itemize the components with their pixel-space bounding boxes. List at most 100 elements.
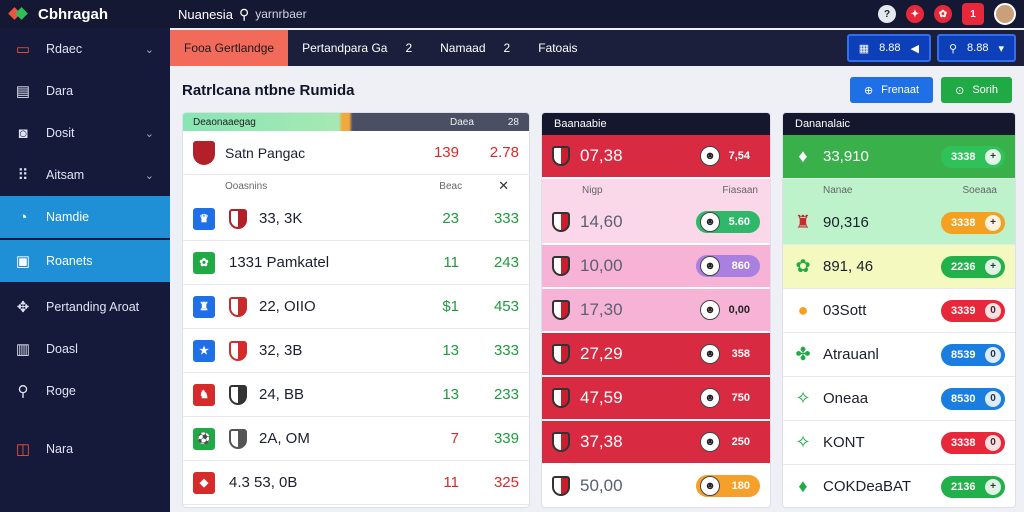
market-pill[interactable]: 8530 0 [941,387,1005,410]
table-row[interactable]: ♜ 22, OIIO $1 453 [183,285,529,329]
toolbar-button-0[interactable]: ▦ 8.88 ◀ [846,34,931,62]
odds-row[interactable]: 10,00 860 ☻ [542,245,770,289]
odds-pill[interactable]: 358 ☻ [696,343,760,365]
sidebar-item[interactable]: ⠿ Aitsam ⌄ [0,154,170,196]
page-title: Ratrlcana ntbne Rumida [182,81,355,99]
odds-pill[interactable]: 0,00 ☻ [696,299,760,321]
market-pill-action: 0 [985,346,1001,363]
toolbar-button-1[interactable]: ⚲ 8.88 ▾ [936,34,1016,62]
sidebar-item[interactable]: ▣ Roanets [0,240,170,282]
alert-icon[interactable]: ✦ [906,5,924,23]
market-pill-action: 0 [985,434,1001,451]
sidebar-item[interactable]: ▭ Rdaec ⌄ [0,28,170,70]
odds-pill[interactable]: 180 ☻ [696,475,760,497]
odds-pill[interactable]: 750 ☻ [696,387,760,409]
market-pill[interactable]: 3339 0 [941,299,1005,322]
help-icon[interactable]: ? [878,5,896,23]
sidebar-item[interactable]: ◫ Nara [0,428,170,470]
market-pill-label: 2236 [951,260,976,273]
market-row[interactable]: ✿ 891, 46 2236 + [783,245,1015,289]
market-pill[interactable]: 3338 + [941,211,1005,234]
market-pill-label: 3339 [951,304,976,317]
market-pill[interactable]: 8539 0 [941,343,1005,366]
sidebar-item-label: Doasl [46,342,78,356]
featured-row[interactable]: Satn Pangac 139 2.78 [183,131,529,175]
odds-row[interactable]: 47,59 750 ☻ [542,377,770,421]
sidebar-item[interactable]: ▤ Dara [0,70,170,112]
market-row[interactable]: ✤ Atrauanl 8539 0 [783,333,1015,377]
market-icon: ♦ [798,476,808,496]
tab-0[interactable]: Fooa Gertlandge [170,30,289,66]
market-row[interactable]: ✧ Oneaa 8530 0 [783,377,1015,421]
header-button-1[interactable]: ⊙ Sorih [941,77,1012,103]
sidebar-item[interactable]: ◔ Namdie [0,196,170,238]
table-row[interactable]: ✿ 1331 Pamkatel 11 243 [183,241,529,285]
market-label: Oneaa [823,390,869,407]
player-avatar-icon: ☻ [700,476,720,496]
market-pill[interactable]: 2136 + [941,475,1005,498]
sidebar-item[interactable]: ✥ Pertanding Aroat [0,286,170,328]
avatar[interactable] [994,3,1016,25]
market-row[interactable]: ♦ COKDeaBAT 2136 + [783,465,1015,507]
odds-pill[interactable]: 250 ☻ [696,431,760,453]
club-crest-icon [229,296,247,317]
market-row[interactable]: ✧ KONT 3338 0 [783,421,1015,465]
monitor-icon: ▭ [15,41,31,58]
odds-row[interactable]: 07,38 7,54 ☻ [542,135,770,179]
odds-pill-label: 180 [731,480,750,492]
tab-count: 2 [405,41,413,55]
odds-pill[interactable]: 860 ☻ [696,255,760,277]
odds-row[interactable]: 17,30 0,00 ☻ [542,289,770,333]
tab-1[interactable]: Pertandpara Ga 2 [288,30,426,66]
club-crest-icon [229,208,247,229]
puzzle-icon: ✥ [16,299,30,316]
standings-col-2: 28 [507,116,519,128]
close-icon[interactable]: ✕ [498,178,509,193]
odds-row[interactable]: 50,00 180 ☻ [542,465,770,507]
team-icon: ♜ [193,295,215,318]
odds-pill[interactable]: 7,54 ☻ [696,145,760,167]
sidebar-item[interactable]: ⚲ Roge [0,370,170,412]
sidebar-item-label: Roge [46,384,76,398]
table-row[interactable]: ◆ 4.3 53, 0B 11 325 [183,461,529,505]
market-icon: ✧ [795,388,811,408]
market-row[interactable]: ♜ 90,316 3338 + [783,201,1015,245]
market-pill[interactable]: 2236 + [941,255,1005,278]
odds-value: 17,30 [580,300,623,319]
sidebar-item-label: Namdie [46,210,90,224]
notification-icon[interactable]: 1 [962,3,984,25]
odds-row[interactable]: 27,29 358 ☻ [542,333,770,377]
sidebar-item[interactable]: ◙ Dosit ⌄ [0,112,170,154]
table-row[interactable]: ⚽ 2A, OM 7 339 [183,417,529,461]
market-row[interactable]: ♦ 33,910 3338 + [783,135,1015,179]
player-avatar-icon: ☻ [700,146,720,166]
toolbar-button-trail: ◀ [910,42,919,55]
market-row[interactable]: ● 03Sott 3339 0 [783,289,1015,333]
odds-row[interactable]: 37,38 250 ☻ [542,421,770,465]
odds-row[interactable]: 14,60 5.60 ☻ [542,201,770,245]
market-pill[interactable]: 3338 0 [941,431,1005,454]
search-area[interactable]: Nuanesia ⚲ yarnrbaer [178,6,307,23]
tab-3[interactable]: Fatoais [524,30,591,66]
market-pill-action: 0 [985,302,1001,319]
odds-pill[interactable]: 5.60 ☻ [696,211,760,233]
table-row[interactable]: ♛ 33, 3K 23 333 [183,197,529,241]
sidebar-item[interactable]: ▥ Doasl [0,328,170,370]
tab-2[interactable]: Namaad 2 [426,30,524,66]
search-label: Nuanesia [178,6,233,22]
table-row[interactable]: ★ 32, 3B 13 333 [183,329,529,373]
market-pill[interactable]: 3338 + [941,145,1005,168]
brand[interactable]: Cbhragah [0,6,170,23]
market-pill-action: 0 [985,390,1001,407]
settings-icon[interactable]: ✿ [934,5,952,23]
sidebar-item-label: Rdaec [46,42,83,56]
stat-value-2: 233 [493,386,519,403]
odds-value: 14,60 [580,212,623,231]
header-button-0[interactable]: ⊕ Frenaat [849,77,934,103]
club-crest-icon [552,256,570,276]
market-pill-action: + [985,148,1001,165]
table-row[interactable]: ♞ 24, BB 13 233 [183,373,529,417]
market-icon: ✧ [795,432,811,452]
search-placeholder: yarnrbaer [255,7,307,21]
featured-name: Satn Pangac [225,144,306,161]
